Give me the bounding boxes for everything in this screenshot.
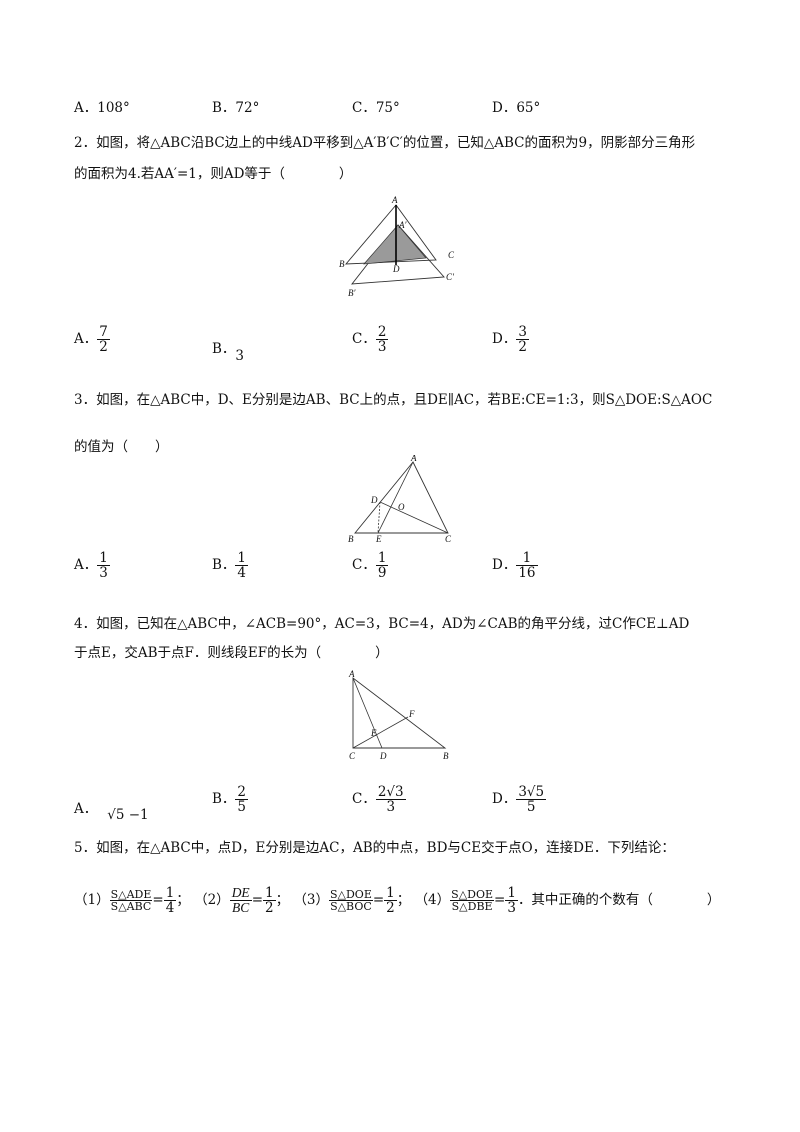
q4-option-a: A． √5 −1 [74,801,149,823]
q2-label-c: C [448,250,455,260]
q3-label-b: B [348,534,354,544]
q5-c1-ratio: S△ADE S△ABC [109,887,153,914]
q5-stem-line1: 5．如图，在△ABC中，点D，E分别是边AC，AB的中点，BD与CE交于点O，连… [74,840,675,856]
q2-label-a: A [391,195,398,205]
q4-stem-line1: 4．如图，已知在△ABC中，∠ACB=90°，AC=3，BC=4，AD为∠CAB… [74,616,690,632]
q2-label-b-prime: B′ [348,288,356,298]
q3-option-d: D． 1 16 [492,550,538,582]
q3-label-o: O [398,502,405,512]
q2-option-b: B．3 [212,341,245,364]
q4-option-b: B． 2 5 [212,784,249,816]
q5-c3-label: （3） [293,892,329,909]
q1-option-a: A．108° [74,100,130,116]
q3-label-a: A [410,455,417,463]
q1-option-c: C．75° [352,100,400,116]
q4-label-c: C [349,751,356,761]
q3-option-a: A． 1 3 [74,550,110,582]
q3-stem-line1: 3．如图，在△ABC中，D、E分别是边AB、BC上的点，且DE∥AC，若BE:C… [74,392,713,408]
q1-option-b: B．72° [212,100,260,116]
q2-stem-line1: 2．如图，将△ABC沿BC边上的中线AD平移到△A′B′C′的位置，已知△ABC… [74,135,696,151]
q3-figure: A D O B E C [345,453,460,549]
q4-option-d: D． 3√5 5 [492,784,547,816]
q4-option-c: C． 2√3 3 [352,784,406,816]
q3-option-b: B． 1 4 [212,550,249,582]
q3-stem-line2: 的值为（ ） [74,439,169,455]
q1-option-d: D．65° [492,100,541,116]
q5-tail: ．其中正确的个数有（ ） [517,892,721,909]
q5-c4-label: （4） [414,892,451,909]
q4-figure: A F E C D B [345,669,460,769]
q2-stem-line2: 的面积为4.若AA′=1，则AD等于（ ） [74,166,353,182]
q5-c1-label: （1） [74,892,110,909]
q5-conclusions: （1） S△ADE S△ABC = 1 4； （2） DE BC = 1 2； （3） S△DOE S△… [74,885,721,917]
q2-label-d: D [392,264,400,274]
q5-c2-ratio: DE BC [229,885,252,916]
q4-stem-line2: 于点E，交AB于点F．则线段EF的长为（ ） [74,645,389,661]
q2-option-c: C． 2 3 [352,324,389,356]
q4-label-e: E [370,728,377,738]
q3-label-d: D [370,495,378,505]
q5-c2-label: （2） [194,892,230,909]
q2-label-a-prime: A′ [398,220,407,230]
q4-label-d: D [379,751,387,761]
q2-option-a: A． 7 2 [74,324,110,356]
q2-label-b: B [339,259,345,269]
q3-label-e: E [375,534,382,544]
q4-label-f: F [408,709,415,719]
q4-label-a: A [348,670,355,679]
q5-c3-ratio: S△DOE S△BOC [328,887,373,914]
q4-label-b: B [443,751,449,761]
q5-c4-ratio: S△DOE S△DBE [450,887,495,914]
q3-label-c: C [445,534,452,544]
q2-label-c-prime: C′ [446,272,455,282]
q2-figure: A A′ C C′ B D B′ [336,192,466,306]
q3-option-c: C． 1 9 [352,550,389,582]
q2-option-d: D． 3 2 [492,324,529,356]
